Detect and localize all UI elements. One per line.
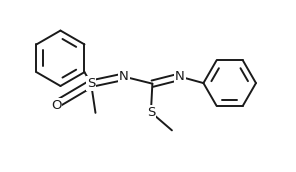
- Text: S: S: [147, 106, 155, 119]
- Text: N: N: [175, 70, 185, 83]
- Text: S: S: [87, 77, 95, 90]
- Text: N: N: [119, 70, 129, 83]
- Text: O: O: [51, 99, 61, 112]
